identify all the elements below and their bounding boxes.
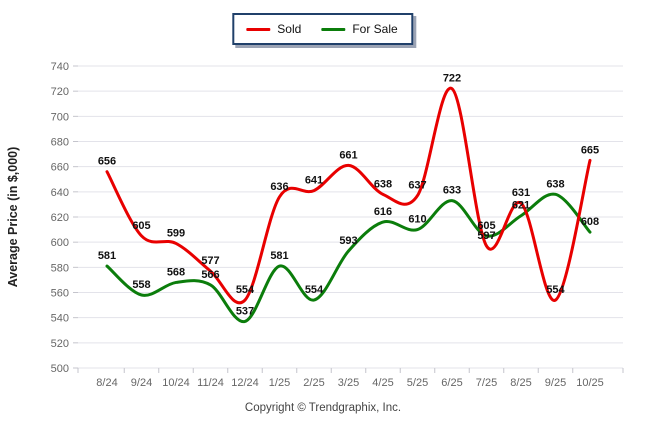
y-tick-label: 640 [51, 187, 69, 199]
data-label-sold: 638 [374, 178, 392, 190]
data-label-sold: 631 [512, 187, 530, 199]
data-label-sold: 656 [98, 156, 116, 168]
x-tick-label: 2/25 [303, 377, 324, 389]
legend-label-sold: Sold [277, 22, 302, 36]
x-tick-label: 10/24 [162, 377, 190, 389]
sold-series-line [105, 87, 592, 305]
x-tick-label: 4/25 [372, 377, 393, 389]
y-axis-title: Average Price (in $,000) [6, 147, 20, 288]
data-label-for-sale: 554 [305, 284, 324, 296]
y-tick-label: 680 [51, 137, 69, 149]
data-label-for-sale: 558 [132, 279, 150, 291]
data-label-for-sale: 566 [201, 269, 219, 281]
x-tick-label: 9/24 [131, 377, 152, 389]
data-label-for-sale: 581 [270, 250, 288, 262]
y-tick-label: 600 [51, 237, 69, 249]
data-label-sold: 599 [167, 227, 185, 239]
x-tick-label: 10/25 [576, 377, 604, 389]
y-tick-label: 700 [51, 111, 69, 123]
x-tick-label: 8/24 [96, 377, 117, 389]
data-label-sold: 722 [443, 73, 461, 85]
data-label-sold: 554 [236, 284, 255, 296]
sold-line-swatch [246, 27, 271, 31]
for-sale-series-line [105, 192, 592, 323]
data-label-for-sale: 610 [408, 214, 426, 226]
data-label-sold: 577 [201, 255, 219, 267]
data-label-for-sale: 537 [236, 305, 254, 317]
y-tick-label: 540 [51, 313, 69, 325]
data-label-for-sale: 581 [98, 250, 116, 262]
x-tick-label: 3/25 [338, 377, 359, 389]
data-label-sold: 554 [546, 284, 565, 296]
data-label-for-sale: 616 [374, 206, 392, 218]
x-tick-label: 9/25 [545, 377, 566, 389]
y-tick-label: 560 [51, 288, 69, 300]
y-tick-label: 740 [51, 61, 69, 73]
data-label-for-sale: 568 [167, 266, 185, 278]
x-tick-label: 6/25 [441, 377, 462, 389]
data-label-sold: 597 [477, 230, 495, 242]
y-tick-label: 620 [51, 212, 69, 224]
y-tick-label: 720 [51, 86, 69, 98]
y-tick-label: 580 [51, 262, 69, 274]
legend-label-for-sale: For Sale [352, 22, 398, 36]
y-tick-label: 660 [51, 162, 69, 174]
data-label-sold: 665 [581, 144, 599, 156]
data-label-sold: 605 [132, 220, 150, 232]
legend-item-for-sale: For Sale [321, 22, 398, 36]
x-tick-label: 11/24 [197, 377, 224, 389]
y-tick-label: 520 [51, 338, 69, 350]
y-tick-label: 500 [51, 363, 69, 375]
data-label-for-sale: 633 [443, 185, 461, 197]
data-label-for-sale: 608 [581, 216, 599, 228]
x-tick-label: 1/25 [269, 377, 290, 389]
data-label-for-sale: 593 [339, 235, 357, 247]
for-sale-line-swatch [321, 27, 346, 31]
legend-item-sold: Sold [246, 23, 301, 35]
data-label-for-sale: 605 [477, 220, 495, 232]
data-label-for-sale: 638 [546, 178, 564, 190]
data-label-sold: 636 [270, 181, 288, 193]
data-label-sold: 637 [408, 180, 426, 192]
x-tick-label: 7/25 [476, 377, 497, 389]
copyright-text: Copyright © Trendgraphix, Inc. [244, 402, 402, 414]
x-tick-label: 8/25 [510, 377, 531, 389]
x-tick-label: 5/25 [407, 377, 428, 389]
chart-legend: Sold For Sale [232, 13, 414, 45]
data-label-sold: 661 [339, 149, 357, 161]
data-label-sold: 641 [305, 175, 323, 187]
data-label-for-sale: 621 [512, 200, 530, 212]
x-tick-label: 12/24 [231, 377, 259, 389]
